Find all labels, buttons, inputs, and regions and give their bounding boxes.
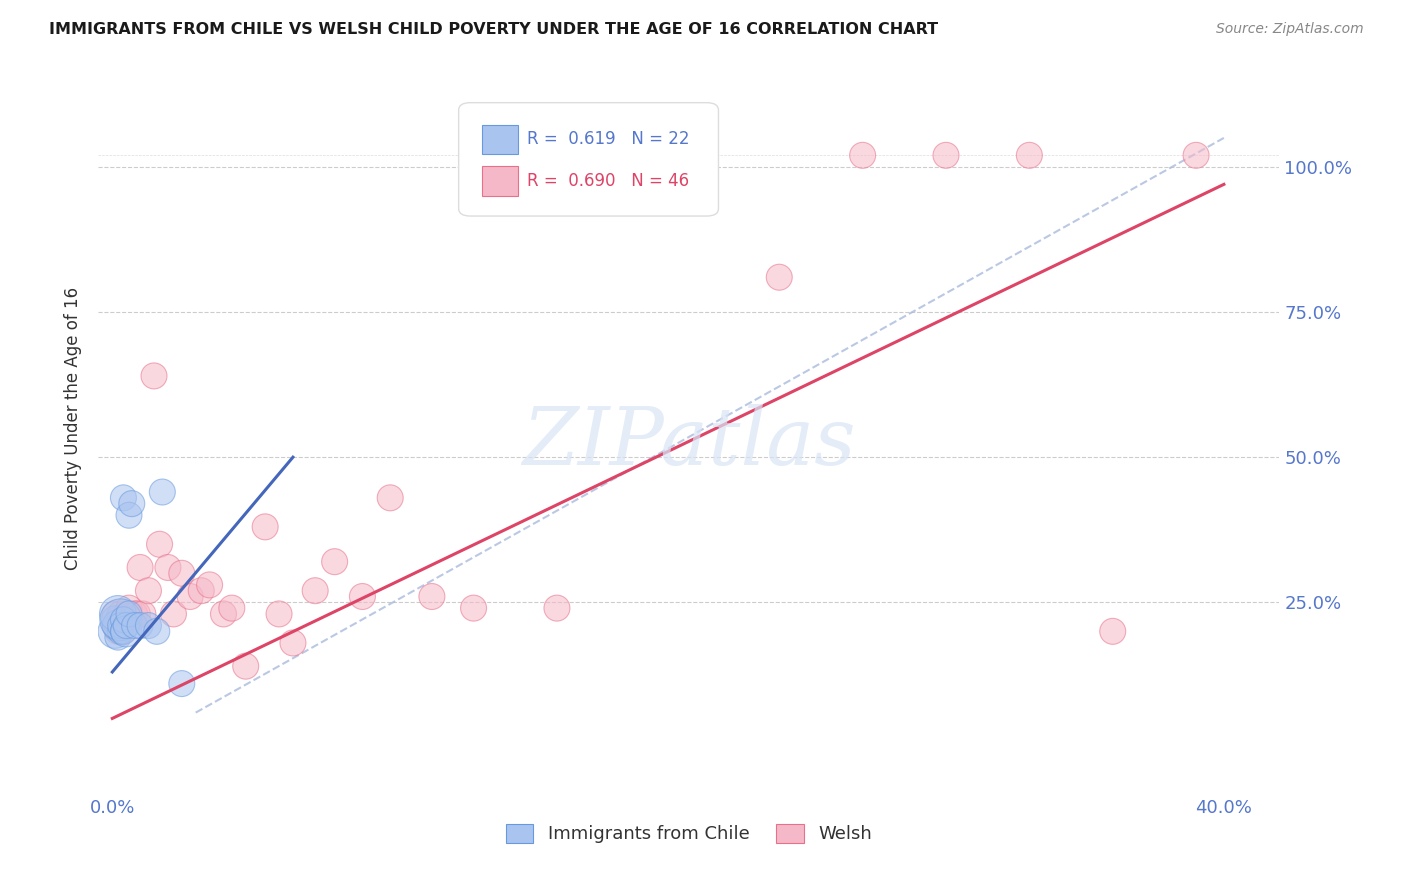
Y-axis label: Child Poverty Under the Age of 16: Child Poverty Under the Age of 16	[65, 286, 83, 570]
Point	[115, 624, 138, 639]
Point	[115, 618, 138, 632]
Point	[107, 624, 129, 639]
Legend: Immigrants from Chile, Welsh: Immigrants from Chile, Welsh	[499, 817, 879, 851]
Point	[1185, 148, 1208, 162]
FancyBboxPatch shape	[458, 103, 718, 216]
Point	[121, 497, 143, 511]
Point	[198, 578, 221, 592]
Point	[118, 607, 141, 621]
Point	[124, 618, 146, 632]
Point	[129, 618, 152, 632]
Point	[124, 607, 146, 621]
Point	[107, 630, 129, 644]
Point	[112, 624, 135, 639]
Point	[170, 676, 193, 690]
Point	[115, 607, 138, 621]
Point	[150, 485, 173, 500]
Point	[221, 601, 243, 615]
Point	[380, 491, 402, 505]
Point	[115, 618, 138, 632]
Text: Source: ZipAtlas.com: Source: ZipAtlas.com	[1216, 22, 1364, 37]
Text: IMMIGRANTS FROM CHILE VS WELSH CHILD POVERTY UNDER THE AGE OF 16 CORRELATION CHA: IMMIGRANTS FROM CHILE VS WELSH CHILD POV…	[49, 22, 938, 37]
Point	[768, 270, 790, 285]
Point	[323, 555, 346, 569]
Point	[112, 613, 135, 627]
Text: ZIPatlas: ZIPatlas	[522, 404, 856, 482]
Point	[104, 618, 127, 632]
Text: R =  0.619   N = 22: R = 0.619 N = 22	[527, 130, 689, 148]
Point	[148, 537, 170, 551]
Point	[146, 624, 169, 639]
Point	[104, 624, 127, 639]
Point	[129, 560, 152, 574]
Point	[546, 601, 568, 615]
Point	[162, 607, 184, 621]
Point	[121, 613, 143, 627]
FancyBboxPatch shape	[482, 125, 517, 153]
Point	[107, 618, 129, 632]
Point	[112, 491, 135, 505]
Point	[110, 618, 132, 632]
Point	[110, 613, 132, 627]
Point	[935, 148, 957, 162]
Point	[118, 613, 141, 627]
Point	[118, 508, 141, 523]
Point	[463, 601, 485, 615]
Point	[267, 607, 290, 621]
FancyBboxPatch shape	[482, 166, 517, 195]
Text: R =  0.690   N = 46: R = 0.690 N = 46	[527, 172, 689, 190]
Point	[304, 583, 326, 598]
Point	[179, 590, 201, 604]
Point	[254, 520, 277, 534]
Point	[110, 607, 132, 621]
Point	[118, 601, 141, 615]
Point	[170, 566, 193, 581]
Point	[107, 607, 129, 621]
Point	[1101, 624, 1123, 639]
Point	[235, 659, 257, 673]
Point	[138, 583, 160, 598]
Point	[112, 613, 135, 627]
Point	[1018, 148, 1040, 162]
Point	[104, 607, 127, 621]
Point	[138, 618, 160, 632]
Point	[212, 607, 235, 621]
Point	[156, 560, 179, 574]
Point	[190, 583, 212, 598]
Point	[352, 590, 374, 604]
Point	[127, 607, 149, 621]
Point	[107, 613, 129, 627]
Point	[852, 148, 875, 162]
Point	[420, 590, 443, 604]
Point	[143, 368, 166, 383]
Point	[281, 636, 304, 650]
Point	[657, 148, 679, 162]
Point	[104, 613, 127, 627]
Point	[132, 607, 155, 621]
Point	[110, 618, 132, 632]
Point	[112, 624, 135, 639]
Point	[110, 624, 132, 639]
